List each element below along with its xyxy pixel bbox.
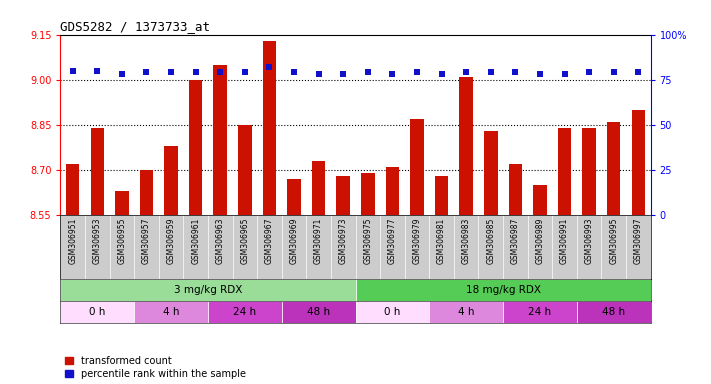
Bar bbox=[208, 301, 282, 323]
Point bbox=[313, 71, 324, 77]
Bar bbox=[459, 76, 473, 215]
Bar bbox=[60, 301, 134, 323]
Text: GSM306989: GSM306989 bbox=[535, 218, 545, 264]
Bar bbox=[577, 301, 651, 323]
Point bbox=[411, 69, 422, 75]
Text: GSM306963: GSM306963 bbox=[215, 218, 225, 264]
Text: 3 mg/kg RDX: 3 mg/kg RDX bbox=[173, 285, 242, 295]
Bar bbox=[503, 301, 577, 323]
Bar bbox=[356, 278, 651, 301]
Point bbox=[239, 69, 250, 75]
Bar bbox=[140, 170, 154, 215]
Bar bbox=[213, 65, 227, 215]
Bar bbox=[164, 146, 178, 215]
Text: 0 h: 0 h bbox=[89, 306, 105, 316]
Bar bbox=[607, 122, 621, 215]
Point bbox=[190, 69, 201, 75]
Bar bbox=[508, 164, 522, 215]
Text: GSM306975: GSM306975 bbox=[363, 218, 373, 264]
Text: 18 mg/kg RDX: 18 mg/kg RDX bbox=[466, 285, 540, 295]
Bar bbox=[134, 301, 208, 323]
Point bbox=[215, 69, 226, 75]
Text: 24 h: 24 h bbox=[233, 306, 257, 316]
Text: GSM306971: GSM306971 bbox=[314, 218, 323, 264]
Text: GSM306955: GSM306955 bbox=[117, 218, 127, 264]
Bar bbox=[287, 179, 301, 215]
Text: GSM306951: GSM306951 bbox=[68, 218, 77, 264]
Point bbox=[584, 69, 595, 75]
Legend: transformed count, percentile rank within the sample: transformed count, percentile rank withi… bbox=[65, 356, 246, 379]
Bar bbox=[582, 127, 596, 215]
Point bbox=[92, 68, 103, 74]
Bar bbox=[361, 172, 375, 215]
Text: GSM306961: GSM306961 bbox=[191, 218, 201, 264]
Point bbox=[387, 71, 398, 77]
Bar bbox=[262, 41, 276, 215]
Bar bbox=[410, 119, 424, 215]
Text: 4 h: 4 h bbox=[458, 306, 474, 316]
Text: GSM306969: GSM306969 bbox=[289, 218, 299, 264]
Point bbox=[166, 69, 177, 75]
Point bbox=[289, 69, 300, 75]
Text: GSM306973: GSM306973 bbox=[338, 218, 348, 264]
Bar bbox=[115, 190, 129, 215]
Bar bbox=[557, 127, 571, 215]
Point bbox=[116, 71, 127, 77]
Point bbox=[510, 69, 521, 75]
Text: GSM306987: GSM306987 bbox=[510, 218, 520, 264]
Point bbox=[633, 69, 644, 75]
Bar bbox=[238, 124, 252, 215]
Point bbox=[461, 69, 472, 75]
Point bbox=[141, 69, 152, 75]
Bar bbox=[356, 301, 429, 323]
Bar bbox=[282, 301, 356, 323]
Bar bbox=[60, 278, 356, 301]
Text: GSM306965: GSM306965 bbox=[240, 218, 250, 264]
Text: 0 h: 0 h bbox=[384, 306, 400, 316]
Bar bbox=[429, 301, 503, 323]
Text: GSM306997: GSM306997 bbox=[634, 218, 643, 264]
Bar bbox=[66, 164, 80, 215]
Point bbox=[608, 69, 619, 75]
Point bbox=[362, 69, 373, 75]
Text: 48 h: 48 h bbox=[602, 306, 625, 316]
Point bbox=[67, 68, 78, 74]
Text: GDS5282 / 1373733_at: GDS5282 / 1373733_at bbox=[60, 20, 210, 33]
Point bbox=[534, 71, 545, 77]
Text: 24 h: 24 h bbox=[528, 306, 552, 316]
Text: GSM306991: GSM306991 bbox=[560, 218, 569, 264]
Text: GSM306953: GSM306953 bbox=[93, 218, 102, 264]
Text: GSM306993: GSM306993 bbox=[584, 218, 594, 264]
Point bbox=[264, 64, 275, 70]
Text: GSM306979: GSM306979 bbox=[412, 218, 422, 264]
Bar bbox=[484, 131, 498, 215]
Bar bbox=[533, 185, 547, 215]
Text: GSM306957: GSM306957 bbox=[142, 218, 151, 264]
Point bbox=[436, 71, 447, 77]
Text: GSM306977: GSM306977 bbox=[388, 218, 397, 264]
Bar bbox=[90, 127, 104, 215]
Text: GSM306967: GSM306967 bbox=[265, 218, 274, 264]
Text: 48 h: 48 h bbox=[307, 306, 330, 316]
Bar bbox=[312, 161, 326, 215]
Text: 4 h: 4 h bbox=[163, 306, 179, 316]
Text: GSM306995: GSM306995 bbox=[609, 218, 618, 264]
Bar bbox=[385, 167, 399, 215]
Text: GSM306983: GSM306983 bbox=[461, 218, 471, 264]
Text: GSM306959: GSM306959 bbox=[166, 218, 176, 264]
Text: GSM306985: GSM306985 bbox=[486, 218, 496, 264]
Point bbox=[485, 69, 496, 75]
Point bbox=[559, 71, 570, 77]
Bar bbox=[189, 79, 203, 215]
Bar bbox=[435, 175, 449, 215]
Text: GSM306981: GSM306981 bbox=[437, 218, 446, 264]
Bar bbox=[631, 109, 645, 215]
Bar bbox=[336, 175, 350, 215]
Point bbox=[338, 71, 349, 77]
